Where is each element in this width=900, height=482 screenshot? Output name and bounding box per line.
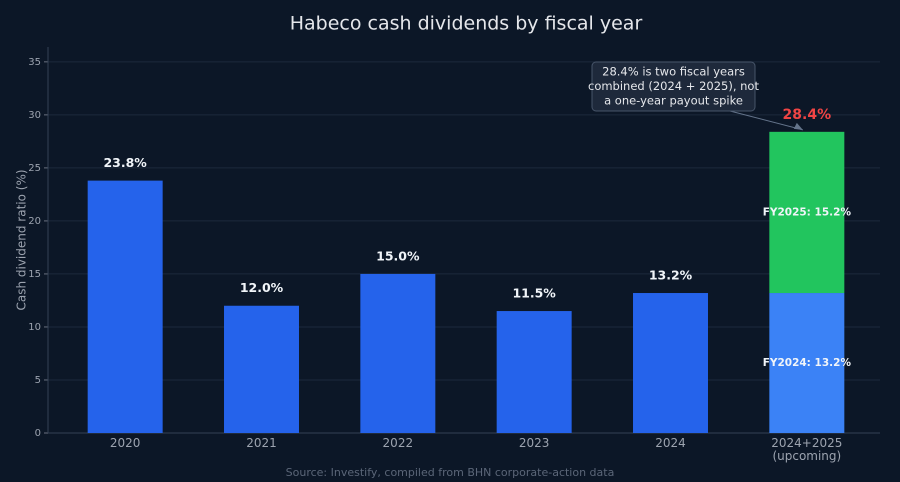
x-tick-label-line: 2024+2025 xyxy=(771,436,842,450)
y-tick-label: 30 xyxy=(28,110,41,121)
bar xyxy=(87,180,163,433)
y-tick-label: 10 xyxy=(28,322,41,333)
source-note: Source: Investify, compiled from BHN cor… xyxy=(286,466,615,479)
y-tick-label: 20 xyxy=(28,216,41,227)
bar xyxy=(224,305,299,433)
segment-label: FY2024: 13.2% xyxy=(763,357,852,369)
x-tick-label: 2024+2025 (upcoming) xyxy=(771,436,842,463)
x-tick-label-line: 2024 xyxy=(655,436,686,450)
value-label: 13.2% xyxy=(649,268,693,283)
bar xyxy=(769,131,845,294)
x-tick-label-line: (upcoming) xyxy=(772,449,841,463)
x-tick-label-line: 2023 xyxy=(519,436,550,450)
annotation-arrowhead xyxy=(793,122,803,130)
value-label: 23.8% xyxy=(103,155,147,170)
x-tick-label-line: 2022 xyxy=(383,436,414,450)
annotation-text: 28.4% is two fiscal years xyxy=(602,65,745,79)
x-tick-label-line: 2021 xyxy=(246,436,277,450)
value-label: 12.0% xyxy=(240,280,284,295)
bar xyxy=(360,273,436,433)
annotation-box xyxy=(591,61,756,112)
annotation-text: a one-year payout spike xyxy=(604,94,743,108)
y-axis-label: Cash dividend ratio (%) xyxy=(15,169,29,310)
y-tick-label: 15 xyxy=(28,269,41,280)
chart-title: Habeco cash dividends by fiscal year xyxy=(290,13,643,35)
x-tick-label-line: 2020 xyxy=(110,436,141,450)
x-tick-label: 2020 xyxy=(110,436,141,450)
bar xyxy=(496,311,572,433)
y-tick-label: 25 xyxy=(28,163,41,174)
value-label: 11.5% xyxy=(512,286,556,301)
value-label: 15.0% xyxy=(376,248,420,263)
x-tick-label: 2024 xyxy=(655,436,686,450)
bar xyxy=(769,293,845,433)
y-tick-label: 5 xyxy=(35,375,41,386)
y-tick-label: 0 xyxy=(35,428,41,439)
x-tick-label: 2021 xyxy=(246,436,277,450)
annotation-text: combined (2024 + 2025), not xyxy=(588,79,759,93)
x-tick-label: 2023 xyxy=(519,436,550,450)
x-tick-label: 2022 xyxy=(383,436,414,450)
bar xyxy=(633,293,708,433)
total-label: 28.4% xyxy=(783,107,832,123)
y-tick-label: 35 xyxy=(28,57,41,68)
segment-label: FY2025: 15.2% xyxy=(763,206,852,218)
annotation-arrow xyxy=(729,110,803,131)
